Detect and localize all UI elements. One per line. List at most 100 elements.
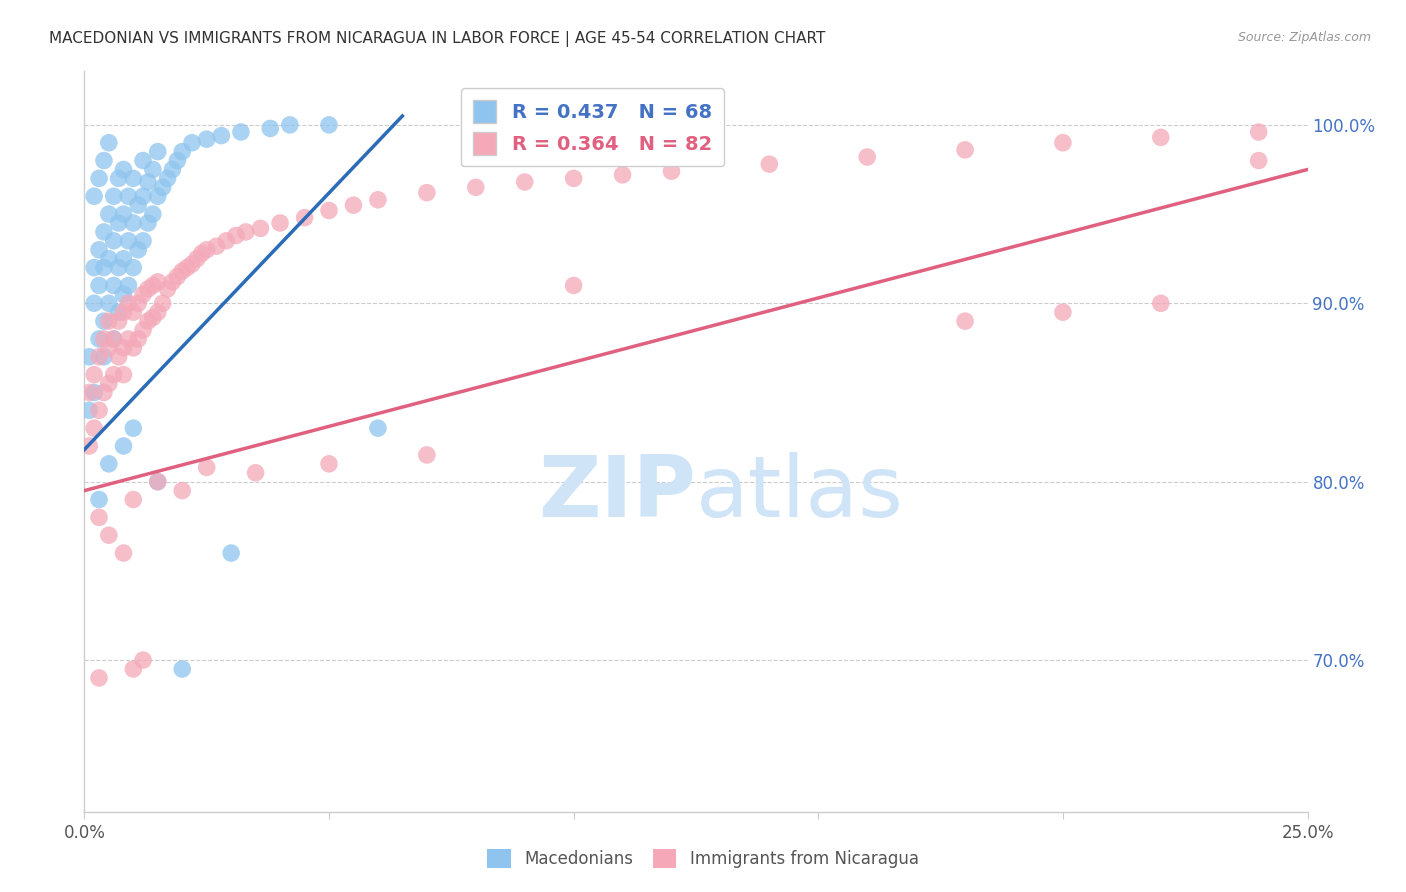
Point	[122, 216, 145, 230]
Point	[342, 198, 364, 212]
Point	[83, 260, 105, 275]
Text: Source: ZipAtlas.com: Source: ZipAtlas.com	[1237, 31, 1371, 45]
Point	[172, 145, 194, 159]
Point	[146, 145, 169, 159]
Point	[1150, 296, 1173, 310]
Point	[1052, 305, 1074, 319]
Point	[1247, 125, 1270, 139]
Point	[122, 341, 145, 355]
Point	[142, 310, 165, 325]
Point	[93, 260, 115, 275]
Point	[953, 314, 976, 328]
Point	[107, 260, 129, 275]
Point	[112, 439, 135, 453]
Point	[97, 207, 120, 221]
Point	[856, 150, 879, 164]
Point	[122, 662, 145, 676]
Point	[93, 385, 115, 400]
Point	[166, 269, 188, 284]
Point	[136, 282, 159, 296]
Point	[172, 662, 194, 676]
Point	[166, 153, 188, 168]
Point	[215, 234, 238, 248]
Point	[87, 510, 110, 524]
Point	[112, 162, 135, 177]
Point	[107, 216, 129, 230]
Point	[661, 164, 683, 178]
Point	[93, 153, 115, 168]
Point	[152, 180, 174, 194]
Point	[122, 305, 145, 319]
Point	[77, 350, 100, 364]
Point	[93, 332, 115, 346]
Point	[225, 228, 247, 243]
Point	[1150, 130, 1173, 145]
Point	[83, 368, 105, 382]
Point	[112, 341, 135, 355]
Text: ZIP: ZIP	[538, 452, 696, 535]
Point	[132, 653, 155, 667]
Point	[122, 260, 145, 275]
Point	[162, 275, 184, 289]
Point	[132, 287, 155, 301]
Point	[219, 546, 242, 560]
Point	[172, 483, 194, 498]
Point	[367, 421, 389, 435]
Point	[146, 189, 169, 203]
Point	[259, 121, 281, 136]
Point	[136, 175, 159, 189]
Point	[758, 157, 780, 171]
Point	[172, 264, 194, 278]
Point	[367, 193, 389, 207]
Point	[87, 171, 110, 186]
Point	[269, 216, 291, 230]
Point	[152, 296, 174, 310]
Point	[136, 314, 159, 328]
Point	[103, 278, 125, 293]
Point	[249, 221, 271, 235]
Point	[77, 439, 100, 453]
Point	[97, 252, 120, 266]
Point	[77, 385, 100, 400]
Point	[127, 243, 149, 257]
Point	[562, 278, 585, 293]
Point	[112, 546, 135, 560]
Point	[97, 296, 120, 310]
Legend: R = 0.437   N = 68, R = 0.364   N = 82: R = 0.437 N = 68, R = 0.364 N = 82	[461, 88, 724, 167]
Point	[278, 118, 301, 132]
Point	[186, 252, 208, 266]
Point	[162, 162, 184, 177]
Point	[87, 403, 110, 417]
Point	[205, 239, 228, 253]
Point	[562, 171, 585, 186]
Point	[127, 296, 149, 310]
Point	[107, 305, 129, 319]
Point	[132, 234, 155, 248]
Point	[97, 314, 120, 328]
Point	[191, 246, 214, 260]
Point	[195, 132, 218, 146]
Point	[294, 211, 316, 225]
Point	[112, 305, 135, 319]
Point	[97, 136, 120, 150]
Point	[77, 403, 100, 417]
Point	[87, 671, 110, 685]
Point	[146, 475, 169, 489]
Point	[117, 296, 139, 310]
Point	[87, 278, 110, 293]
Point	[229, 125, 252, 139]
Point	[245, 466, 267, 480]
Point	[612, 168, 634, 182]
Point	[97, 376, 120, 391]
Point	[132, 323, 155, 337]
Point	[97, 457, 120, 471]
Point	[953, 143, 976, 157]
Point	[103, 332, 125, 346]
Point	[97, 341, 120, 355]
Point	[181, 136, 204, 150]
Point	[122, 171, 145, 186]
Point	[112, 252, 135, 266]
Point	[117, 332, 139, 346]
Point	[93, 350, 115, 364]
Point	[107, 314, 129, 328]
